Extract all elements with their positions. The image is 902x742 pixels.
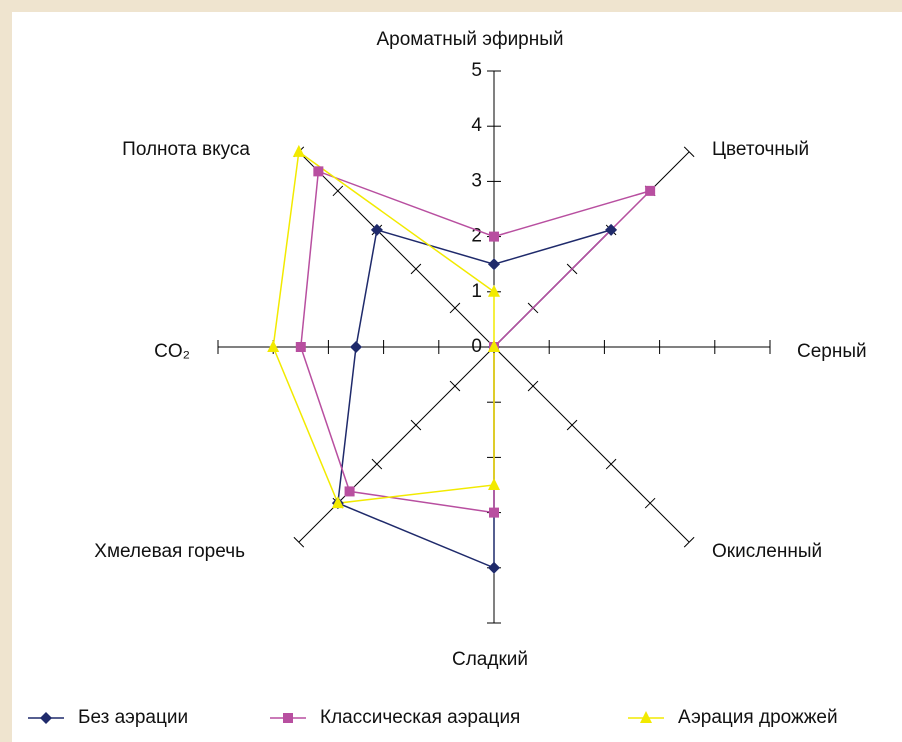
tick-mark xyxy=(683,536,695,548)
tick-mark xyxy=(332,185,344,197)
panel xyxy=(12,12,902,742)
tick-mark xyxy=(449,302,461,314)
legend-label: Аэрация дрожжей xyxy=(678,707,838,728)
data-point xyxy=(295,342,306,352)
axis-label: Ароматный эфирный xyxy=(376,29,563,50)
data-point xyxy=(489,507,499,518)
legend-marker xyxy=(640,711,652,723)
data-point xyxy=(488,478,500,490)
tick-mark xyxy=(566,419,578,431)
data-point xyxy=(488,284,500,297)
axis-label: Окисленный xyxy=(712,541,822,562)
data-point xyxy=(350,341,362,353)
r-tick-label: 3 xyxy=(471,170,482,191)
data-point xyxy=(488,340,500,352)
data-point xyxy=(605,223,618,236)
axis-label: Цветочный xyxy=(712,139,809,160)
r-tick-label: 4 xyxy=(471,115,482,136)
tick-mark xyxy=(371,458,383,470)
axis-label: Хмелевая горечь xyxy=(94,541,245,562)
data-point xyxy=(645,185,656,196)
tick-mark xyxy=(410,419,422,431)
r-tick-label: 5 xyxy=(471,60,482,81)
tick-mark xyxy=(293,536,305,548)
tick-mark xyxy=(605,458,617,470)
axis-label: Серный xyxy=(797,341,867,362)
r-tick-label: 1 xyxy=(471,281,482,302)
axis-label: CO₂ xyxy=(154,341,190,362)
legend-marker xyxy=(283,713,293,723)
data-point xyxy=(331,496,344,509)
data-point xyxy=(488,561,500,574)
data-point xyxy=(489,231,499,242)
axis-label: Полнота вкуса xyxy=(122,139,250,160)
r-tick-label: 0 xyxy=(471,336,482,357)
tick-mark xyxy=(410,263,422,275)
tick-mark xyxy=(644,497,656,509)
legend-marker xyxy=(40,712,52,724)
axis-line xyxy=(298,151,495,348)
data-point xyxy=(267,340,280,352)
tick-mark xyxy=(527,380,539,392)
data-point xyxy=(292,144,305,157)
tick-mark xyxy=(683,146,695,158)
series-line xyxy=(300,170,651,514)
data-point xyxy=(488,258,500,271)
legend-label: Классическая аэрация xyxy=(320,707,520,728)
legend-label: Без аэрации xyxy=(78,707,188,728)
axis-line xyxy=(298,346,495,543)
data-point xyxy=(344,486,355,497)
r-tick-label: 2 xyxy=(471,226,482,247)
axis-line xyxy=(493,346,690,543)
data-point xyxy=(370,223,383,236)
axis-label: Сладкий xyxy=(452,649,528,670)
data-point xyxy=(313,166,324,177)
tick-mark xyxy=(449,380,461,392)
